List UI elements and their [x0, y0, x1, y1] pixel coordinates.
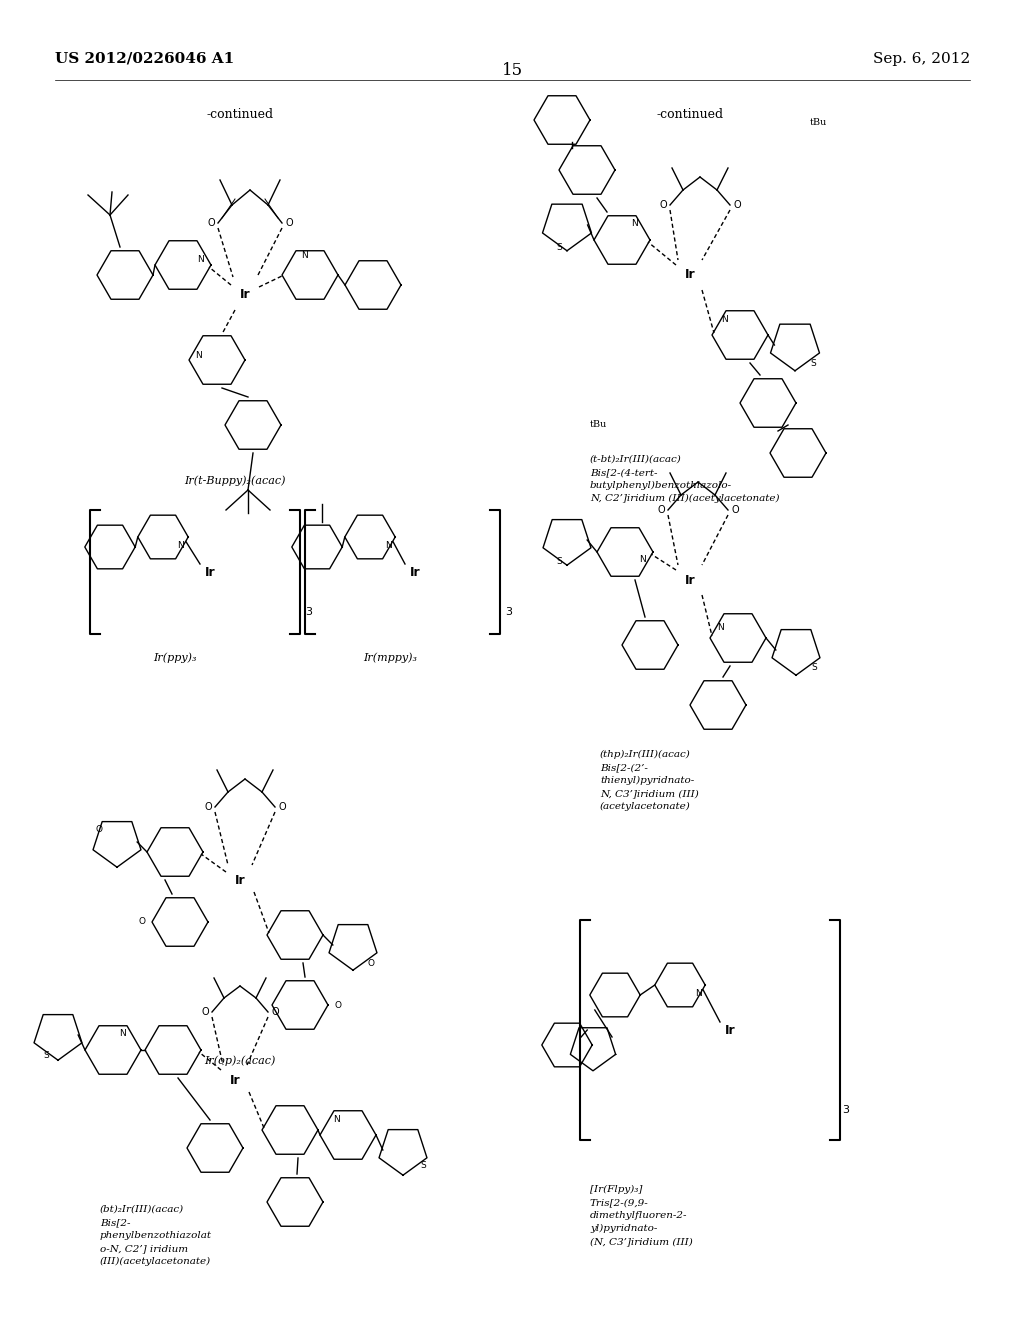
- Text: O: O: [271, 1007, 279, 1016]
- Text: O: O: [659, 201, 667, 210]
- Text: Ir(op)₂(acac): Ir(op)₂(acac): [205, 1055, 275, 1065]
- Text: Bis[2-(2’-: Bis[2-(2’-: [600, 763, 648, 772]
- Text: O: O: [335, 1001, 341, 1010]
- Text: N, C3’]iridium (III): N, C3’]iridium (III): [600, 789, 698, 799]
- Text: -continued: -continued: [656, 108, 724, 121]
- Text: N: N: [717, 623, 723, 632]
- Text: -continued: -continued: [207, 108, 273, 121]
- Text: US 2012/0226046 A1: US 2012/0226046 A1: [55, 51, 234, 66]
- Text: N: N: [333, 1114, 339, 1123]
- Text: Ir: Ir: [229, 1073, 241, 1086]
- Text: N, C2’]iridium (III)(acetylacetonate): N, C2’]iridium (III)(acetylacetonate): [590, 494, 779, 503]
- Text: Ir(mppy)₃: Ir(mppy)₃: [362, 652, 417, 663]
- Text: N: N: [196, 351, 203, 359]
- Text: (acetylacetonate): (acetylacetonate): [600, 803, 691, 810]
- Text: O: O: [733, 201, 740, 210]
- Text: S: S: [810, 359, 816, 367]
- Text: N: N: [631, 219, 637, 228]
- Text: O: O: [279, 803, 286, 812]
- Text: 3: 3: [505, 607, 512, 616]
- Text: N: N: [694, 989, 701, 998]
- Text: S: S: [556, 243, 562, 252]
- Text: O: O: [368, 958, 375, 968]
- Text: phenylbenzothiazolat: phenylbenzothiazolat: [100, 1232, 212, 1239]
- Text: Ir(ppy)₃: Ir(ppy)₃: [154, 652, 197, 663]
- Text: [Ir(Flpy)₃]: [Ir(Flpy)₃]: [590, 1185, 642, 1195]
- Text: Ir: Ir: [685, 573, 695, 586]
- Text: O: O: [201, 1007, 209, 1016]
- Text: Sep. 6, 2012: Sep. 6, 2012: [872, 51, 970, 66]
- Text: S: S: [556, 557, 562, 566]
- Text: 3: 3: [305, 607, 312, 616]
- Text: O: O: [138, 917, 145, 927]
- Text: butylphenyl)benzothiazolo-: butylphenyl)benzothiazolo-: [590, 480, 732, 490]
- Text: (t-bt)₂Ir(III)(acac): (t-bt)₂Ir(III)(acac): [590, 455, 682, 465]
- Text: tBu: tBu: [590, 420, 607, 429]
- Text: O: O: [207, 218, 215, 228]
- Text: tBu: tBu: [810, 117, 827, 127]
- Text: O: O: [204, 803, 212, 812]
- Text: Ir: Ir: [725, 1023, 735, 1036]
- Text: N: N: [177, 540, 184, 549]
- Text: O: O: [731, 506, 738, 515]
- Text: (N, C3’]iridium (III): (N, C3’]iridium (III): [590, 1237, 693, 1246]
- Text: (thp)₂Ir(III)(acac): (thp)₂Ir(III)(acac): [600, 750, 691, 759]
- Text: Bis[2-(4-tert-: Bis[2-(4-tert-: [590, 469, 657, 477]
- Text: N: N: [640, 556, 646, 565]
- Text: Ir: Ir: [685, 268, 695, 281]
- Text: O: O: [657, 506, 665, 515]
- Text: 3: 3: [842, 1105, 849, 1115]
- Text: Ir: Ir: [410, 565, 420, 578]
- Text: (bt)₂Ir(III)(acac): (bt)₂Ir(III)(acac): [100, 1205, 184, 1214]
- Text: N: N: [385, 540, 391, 549]
- Text: S: S: [811, 664, 817, 672]
- Text: (III)(acetylacetonate): (III)(acetylacetonate): [100, 1257, 211, 1266]
- Text: Bis[2-: Bis[2-: [100, 1218, 130, 1228]
- Text: N: N: [721, 315, 727, 325]
- Text: Ir(t-Buppy)₂(acac): Ir(t-Buppy)₂(acac): [184, 475, 286, 486]
- Text: Ir: Ir: [234, 874, 246, 887]
- Text: o-N, C2’] iridium: o-N, C2’] iridium: [100, 1243, 188, 1253]
- Text: S: S: [43, 1051, 49, 1060]
- Text: S: S: [420, 1162, 426, 1171]
- Text: N: N: [302, 251, 308, 260]
- Text: O: O: [95, 825, 102, 834]
- Text: yl)pyridnato-: yl)pyridnato-: [590, 1224, 657, 1233]
- Text: O: O: [286, 218, 293, 228]
- Text: Ir: Ir: [240, 289, 250, 301]
- Text: 15: 15: [502, 62, 522, 79]
- Text: Ir: Ir: [205, 565, 215, 578]
- Text: N: N: [198, 256, 205, 264]
- Text: N: N: [120, 1030, 126, 1039]
- Text: thienyl)pyridnato-: thienyl)pyridnato-: [600, 776, 694, 785]
- Text: Tris[2-(9,9-: Tris[2-(9,9-: [590, 1199, 649, 1206]
- Text: dimethylfluoren-2-: dimethylfluoren-2-: [590, 1210, 687, 1220]
